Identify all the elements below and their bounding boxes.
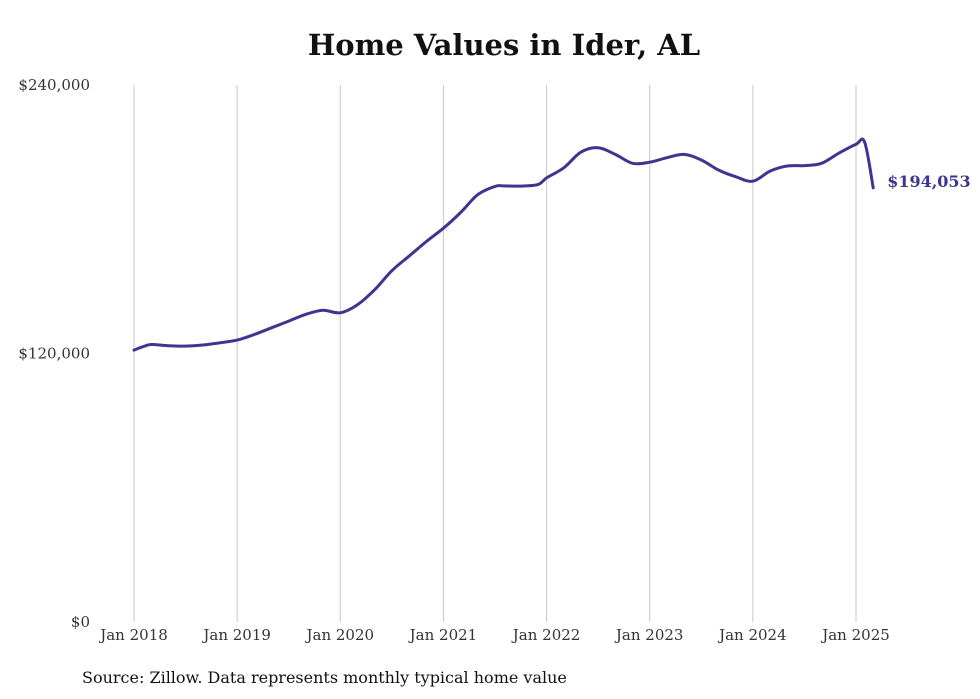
source-note: Source: Zillow. Data represents monthly …: [82, 668, 567, 687]
x-tick-label: Jan 2023: [614, 626, 684, 644]
x-tick-label: Jan 2024: [717, 626, 787, 644]
y-axis-ticks: $240,000 $120,000 $0: [18, 76, 90, 631]
x-tick-label: Jan 2018: [98, 626, 168, 644]
home-value-line: [132, 137, 875, 352]
y-tick-label: $120,000: [18, 345, 90, 363]
y-tick-label: $0: [71, 613, 90, 631]
x-tick-label: Jan 2020: [305, 626, 375, 644]
x-tick-label: Jan 2021: [408, 626, 478, 644]
x-axis-ticks: Jan 2018 Jan 2019 Jan 2020 Jan 2021 Jan 2022…: [98, 626, 890, 644]
y-tick-label: $240,000: [18, 76, 90, 94]
x-tick-label: Jan 2019: [201, 626, 271, 644]
chart-title: Home Values in Ider, AL: [307, 28, 701, 62]
x-tick-label: Jan 2022: [511, 626, 581, 644]
x-tick-label: Jan 2025: [820, 626, 890, 644]
gridlines: [133, 85, 857, 622]
latest-value-label: $194,053: [887, 172, 971, 191]
